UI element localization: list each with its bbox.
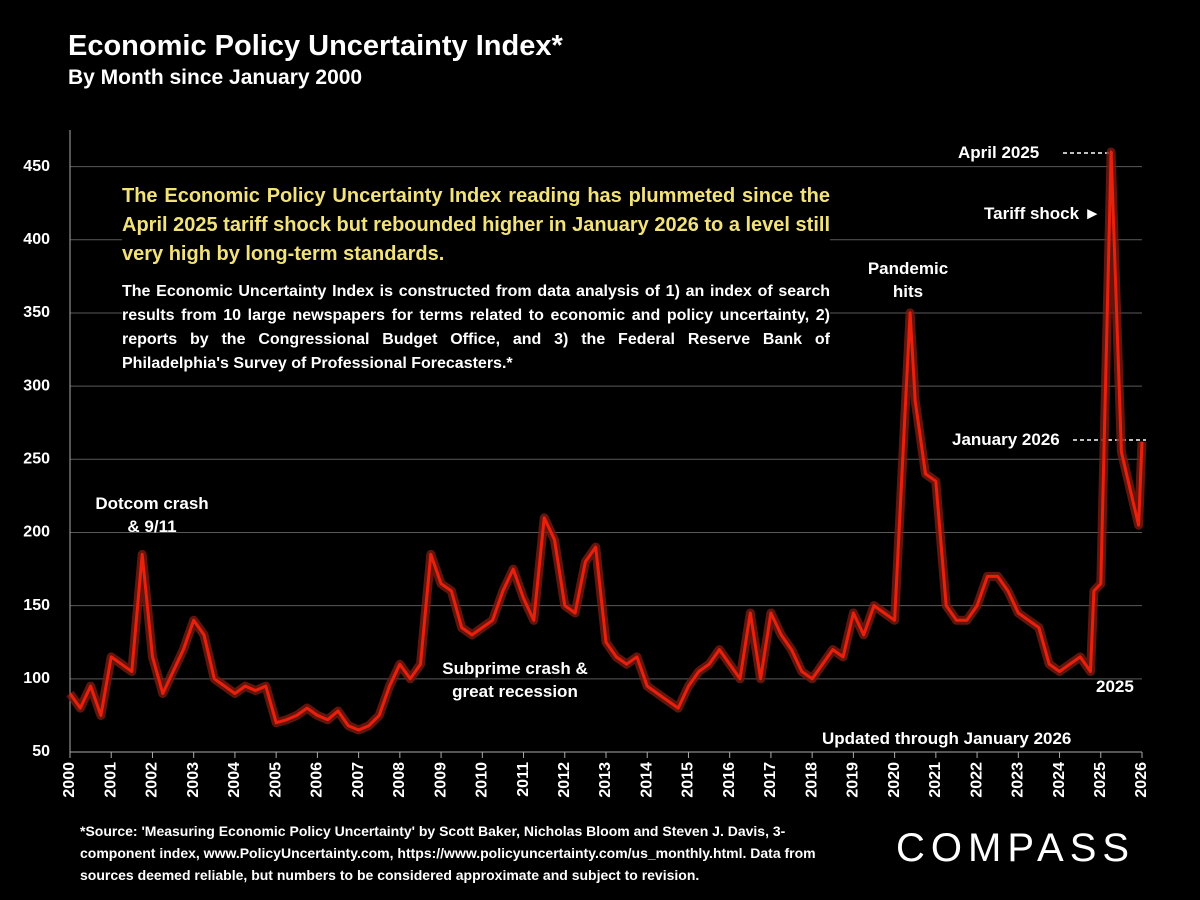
annotation: 2025	[1096, 677, 1134, 696]
x-tick-label: 2012	[556, 762, 573, 798]
description: The Economic Uncertainty Index is constr…	[122, 280, 830, 376]
x-tick-label: 2002	[144, 762, 161, 798]
y-tick-label: 400	[23, 231, 50, 248]
y-tick-label: 350	[23, 304, 50, 321]
annotation: Updated through January 2026	[822, 729, 1072, 748]
annotation: Pandemic hits	[867, 259, 949, 301]
annotation: Tariff shock ►	[984, 204, 1101, 223]
x-tick-label: 2025	[1092, 762, 1109, 798]
x-tick-label: 2026	[1133, 762, 1150, 798]
annotation: Subprime crash & great recession	[442, 659, 588, 701]
x-tick-label: 2003	[185, 762, 202, 798]
x-tick-label: 2000	[61, 762, 78, 798]
x-tick-label: 2018	[803, 762, 820, 798]
series-line	[68, 150, 1144, 732]
x-tick-label: 2001	[102, 762, 119, 798]
chart-title: Economic Policy Uncertainty Index*	[68, 30, 563, 62]
y-tick-label: 150	[23, 597, 50, 614]
chart-subtitle: By Month since January 2000	[68, 66, 363, 89]
logo: COMPASS	[896, 826, 1136, 870]
x-tick-label: 2011	[515, 762, 532, 797]
x-tick-label: 2023	[1010, 762, 1027, 798]
y-tick-label: 100	[23, 670, 50, 687]
plot: 50 100 150 200 250 300 350 400 450 2000 2001 2002 20…	[23, 130, 1150, 798]
annotation: April 2025	[958, 143, 1040, 162]
x-tick-label: 2014	[638, 762, 655, 798]
headline: The Economic Policy Uncertainty Index re…	[122, 182, 830, 269]
y-tick-label: 450	[23, 158, 50, 175]
x-tick-label: 2004	[226, 762, 243, 798]
source-note: *Source: 'Measuring Economic Policy Unce…	[80, 823, 816, 883]
y-tick-label: 300	[23, 377, 50, 394]
annotation: January 2026	[952, 430, 1060, 449]
x-tick-label: 2007	[350, 762, 367, 798]
y-tick-label: 50	[32, 743, 50, 760]
x-tick-label: 2019	[845, 762, 862, 798]
x-tick-label: 2024	[1051, 762, 1068, 798]
x-tick-label: 2010	[474, 762, 491, 798]
x-tick-label: 2016	[721, 762, 738, 798]
x-tick-label: 2017	[762, 762, 779, 798]
annotation: Dotcom crash & 9/11	[95, 494, 209, 536]
x-tick-label: 2015	[680, 762, 697, 798]
x-tick-label: 2008	[391, 762, 408, 798]
y-tick-label: 250	[23, 451, 50, 468]
x-tick-label: 2006	[309, 762, 326, 798]
x-tick-label: 2013	[597, 762, 614, 798]
x-tick-label: 2022	[968, 762, 985, 798]
x-tick-label: 2021	[927, 762, 944, 798]
x-tick-label: 2009	[432, 762, 449, 798]
x-tick-label: 2005	[267, 762, 284, 798]
x-tick-label: 2020	[886, 762, 903, 798]
y-tick-label: 200	[23, 524, 50, 541]
